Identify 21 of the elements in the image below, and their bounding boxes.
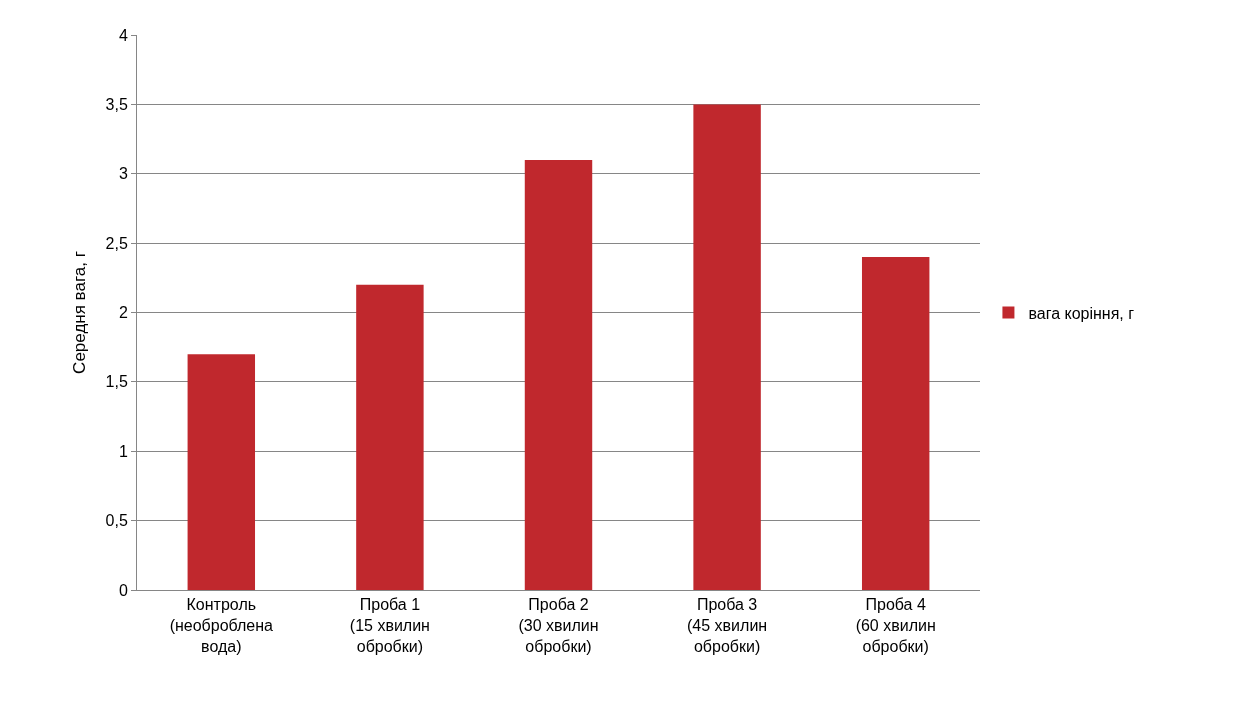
bar xyxy=(356,284,424,590)
y-tick-label: 3,5 xyxy=(105,95,128,113)
x-tick-label: Проба 2 (30 хвилин обробки) xyxy=(518,596,599,655)
bar xyxy=(693,104,761,590)
y-tick-label: 4 xyxy=(118,26,128,44)
y-tick-label: 1 xyxy=(118,442,128,460)
y-tick-label: 0,5 xyxy=(105,512,128,530)
x-tick-label: Проба 1 (15 хвилин обробки) xyxy=(349,596,430,655)
x-tick-label: Проба 3 (45 хвилин обробки) xyxy=(687,596,768,655)
x-tick-label: Проба 4 (60 хвилин обробки) xyxy=(855,596,936,655)
y-tick-label: 2,5 xyxy=(105,234,128,252)
y-tick-label: 1,5 xyxy=(105,373,128,391)
legend-label: вага коріння, г xyxy=(1028,304,1135,322)
y-tick-label: 2 xyxy=(118,304,128,322)
bar xyxy=(187,354,256,590)
bar xyxy=(524,159,593,590)
bar xyxy=(861,257,930,590)
y-tick-label: 3 xyxy=(118,165,128,183)
y-tick-label: 0 xyxy=(118,581,128,599)
x-tick-label: Контроль (необроблена вода) xyxy=(169,596,274,655)
y-axis-title: Середня вага, г xyxy=(70,251,90,374)
